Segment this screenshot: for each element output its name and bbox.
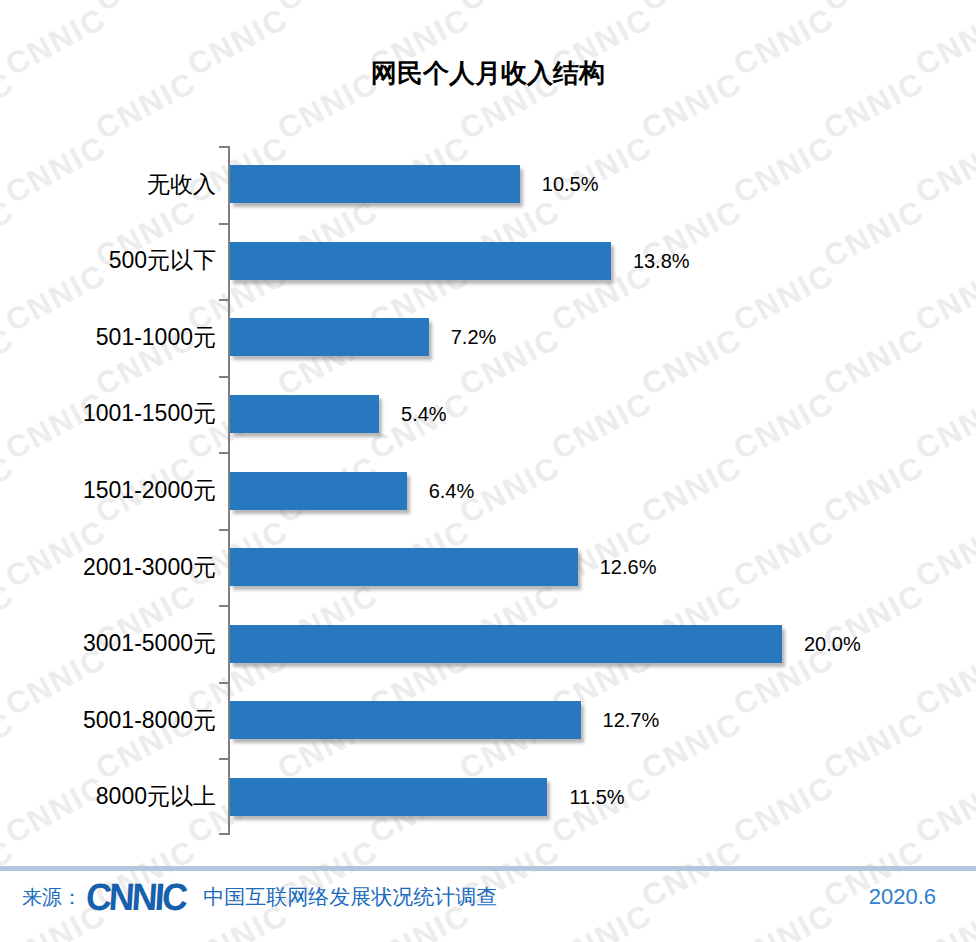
category-label: 5001-8000元 <box>0 705 230 736</box>
axis-tick <box>219 833 228 835</box>
cnnic-logo: CNNIC <box>85 878 187 916</box>
value-label: 20.0% <box>804 632 861 655</box>
axis-tick <box>219 452 228 454</box>
chart-page: CNNICCNNICCNNICCNNICCNNICCNNICCNNICCNNIC… <box>0 0 976 942</box>
footer-row: 来源： CNNIC 中国互联网络发展状况统计调查 2020.6 <box>0 871 976 916</box>
chart-row: 501-1000元 7.2% <box>0 299 976 376</box>
bar-track: 12.6% <box>230 529 976 606</box>
category-label: 501-1000元 <box>0 322 230 353</box>
chart-row: 8000元以上 11.5% <box>0 759 976 836</box>
bar-track: 10.5% <box>230 146 976 223</box>
value-label: 6.4% <box>429 479 475 502</box>
axis-tick <box>219 146 228 148</box>
bar <box>230 472 407 510</box>
chart-title: 网民个人月收入结构 <box>0 56 976 91</box>
y-axis-line <box>228 146 230 835</box>
bar-track: 13.8% <box>230 223 976 300</box>
report-date: 2020.6 <box>869 884 936 910</box>
cnnic-watermark: CNNIC <box>636 0 748 19</box>
chart-row: 1001-1500元 5.4% <box>0 376 976 453</box>
source-prefix-label: 来源： <box>22 884 82 911</box>
bar-track: 11.5% <box>230 759 976 836</box>
bar <box>230 625 782 663</box>
value-label: 13.8% <box>633 249 690 272</box>
chart-row: 1501-2000元 6.4% <box>0 452 976 529</box>
chart-row: 无收入 10.5% <box>0 146 976 223</box>
bar <box>230 318 429 356</box>
category-label: 1001-1500元 <box>0 398 230 429</box>
bar <box>230 548 578 586</box>
value-label: 11.5% <box>569 785 624 808</box>
value-label: 5.4% <box>401 402 447 425</box>
chart-row: 3001-5000元 20.0% <box>0 605 976 682</box>
source-footer: 来源： CNNIC 中国互联网络发展状况统计调查 2020.6 <box>0 866 976 942</box>
axis-tick <box>219 605 228 607</box>
chart-row: 500元以下 13.8% <box>0 223 976 300</box>
value-label: 12.6% <box>600 556 657 579</box>
bar-track: 5.4% <box>230 376 976 453</box>
category-label: 500元以下 <box>0 245 230 276</box>
category-label: 2001-3000元 <box>0 552 230 583</box>
bar <box>230 778 547 816</box>
bar-track: 7.2% <box>230 299 976 376</box>
cnnic-watermark: CNNIC <box>454 0 566 19</box>
bar <box>230 701 581 739</box>
category-label: 3001-5000元 <box>0 628 230 659</box>
cnnic-watermark: CNNIC <box>0 0 20 19</box>
bar <box>230 165 520 203</box>
cnnic-watermark: CNNIC <box>818 0 930 19</box>
category-label: 8000元以上 <box>0 781 230 812</box>
axis-tick <box>219 223 228 225</box>
axis-tick <box>219 529 228 531</box>
value-label: 12.7% <box>603 709 660 732</box>
value-label: 10.5% <box>542 173 599 196</box>
category-label: 无收入 <box>0 169 230 200</box>
bar <box>230 242 611 280</box>
cnnic-watermark: CNNIC <box>272 0 384 19</box>
cnnic-watermark: CNNIC <box>90 0 202 19</box>
axis-tick <box>219 376 228 378</box>
bar-track: 20.0% <box>230 605 976 682</box>
value-label: 7.2% <box>451 326 497 349</box>
axis-tick <box>219 682 228 684</box>
bar-track: 6.4% <box>230 452 976 529</box>
axis-tick <box>219 299 228 301</box>
category-label: 1501-2000元 <box>0 475 230 506</box>
axis-tick <box>219 758 228 760</box>
source-text: 中国互联网络发展状况统计调查 <box>203 883 497 911</box>
chart-row: 2001-3000元 12.6% <box>0 529 976 606</box>
bar-rows: 无收入 10.5% 500元以下 13.8% 501-1000元 7.2% 1001-150… <box>0 146 976 835</box>
bar-track: 12.7% <box>230 682 976 759</box>
plot-area: 无收入 10.5% 500元以下 13.8% 501-1000元 7.2% 1001-150… <box>0 146 976 835</box>
chart-row: 5001-8000元 12.7% <box>0 682 976 759</box>
bar <box>230 395 379 433</box>
